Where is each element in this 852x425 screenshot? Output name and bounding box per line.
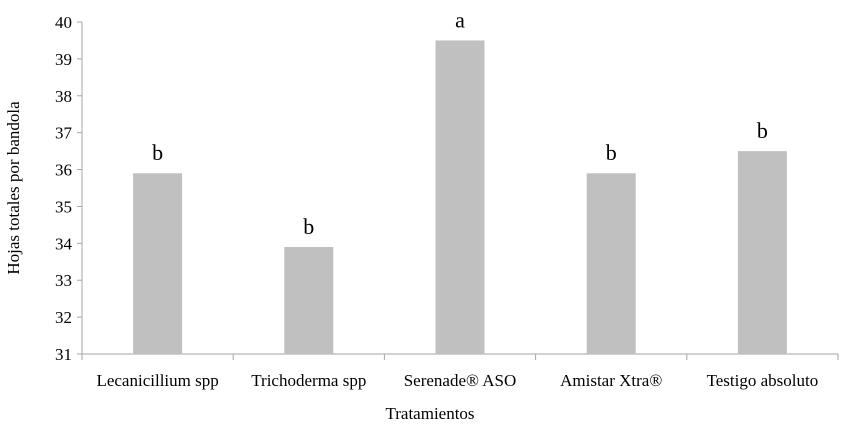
y-tick-label: 31: [55, 345, 72, 364]
y-tick-label: 34: [55, 234, 73, 253]
y-tick-label: 32: [55, 308, 72, 327]
y-tick-label: 37: [55, 124, 73, 143]
bar: [284, 247, 334, 354]
y-tick-label: 36: [55, 161, 72, 180]
category-labels: Lecanicillium spp Trichoderma spp Serenade…: [96, 371, 818, 390]
x-axis: [81, 353, 839, 360]
significance-letter: a: [455, 7, 465, 32]
bar: [586, 173, 636, 354]
category-label: Trichoderma spp: [251, 371, 366, 390]
y-axis: 31 32 33 34 35 36 37 38 39 40: [55, 13, 83, 364]
bar: [435, 40, 485, 354]
y-axis-title: Hojas totales por bandola: [4, 101, 23, 275]
y-ticks: 31 32 33 34 35 36 37 38 39 40: [55, 13, 82, 364]
category-label: Serenade® ASO: [404, 371, 517, 390]
x-ticks: [81, 354, 839, 360]
bars: [133, 40, 787, 354]
significance-labels: b b a b b: [152, 7, 768, 239]
y-tick-label: 40: [55, 13, 72, 32]
significance-letter: b: [152, 140, 163, 165]
significance-letter: b: [303, 214, 314, 239]
y-tick-label: 35: [55, 197, 72, 216]
significance-letter: b: [606, 140, 617, 165]
bar: [737, 151, 787, 354]
bar: [133, 173, 183, 354]
significance-letter: b: [757, 118, 768, 143]
x-axis-title: Tratamientos: [385, 404, 474, 423]
y-tick-label: 38: [55, 87, 72, 106]
category-label: Lecanicillium spp: [96, 371, 218, 390]
y-tick-label: 33: [55, 271, 72, 290]
category-label: Testigo absoluto: [707, 371, 819, 390]
y-tick-label: 39: [55, 50, 72, 69]
category-label: Amistar Xtra®: [560, 371, 662, 390]
